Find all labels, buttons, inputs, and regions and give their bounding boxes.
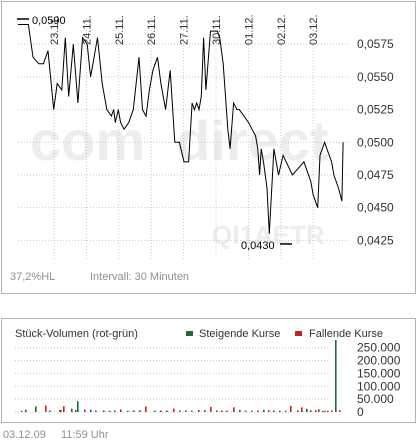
watermark-com: com [30, 109, 145, 172]
interval-label: Intervall: 30 Minuten [90, 271, 189, 283]
price-series-line [18, 24, 344, 234]
timestamp-time: 11:59 Uhr [61, 429, 109, 441]
price-y-tick-label: 0,0475 [357, 168, 394, 182]
watermark-direct: direct [176, 109, 329, 172]
price-x-tick-label: 01.12. [243, 14, 255, 45]
price-y-ticks: 0,0425 0,0450 0,0475 0,0500 0,0525 0,0550 0,05… [357, 37, 394, 247]
price-x-tick-label: 03.12. [308, 14, 320, 45]
price-x-tick-label: 30.11. [211, 15, 223, 45]
timestamp-date: 03.12.09 [3, 429, 46, 441]
price-x-tick-label: 02.12. [276, 14, 288, 45]
min-label: 0,0430 [241, 240, 275, 252]
price-x-tick-label: 23.11. [49, 15, 61, 45]
max-label: 0,0590 [32, 15, 66, 27]
price-grid [18, 18, 350, 260]
max-marker: 0,0590 [17, 15, 66, 27]
price-x-tick-label: 25.11. [114, 15, 126, 45]
price-y-tick-label: 0,0425 [357, 233, 394, 247]
hl-percentage: 37,2%HL [10, 271, 55, 283]
price-y-tick-label: 0,0450 [357, 201, 394, 215]
price-y-tick-label: 0,0500 [357, 135, 394, 149]
price-y-tick-label: 0,0550 [357, 70, 394, 84]
price-x-ticks: 23.11. 24.11. 25.11. 26.11. 27.11. 30.11. 01.1… [49, 14, 320, 45]
price-y-tick-label: 0,0575 [357, 37, 394, 51]
price-x-tick-label: 24.11. [81, 15, 93, 45]
price-y-tick-label: 0,0525 [357, 103, 394, 117]
price-chart-frame [1, 1, 416, 294]
price-x-tick-label: 27.11. [179, 15, 191, 45]
price-x-tick-label: 26.11. [146, 15, 158, 45]
min-marker: 0,0430 [241, 240, 292, 252]
